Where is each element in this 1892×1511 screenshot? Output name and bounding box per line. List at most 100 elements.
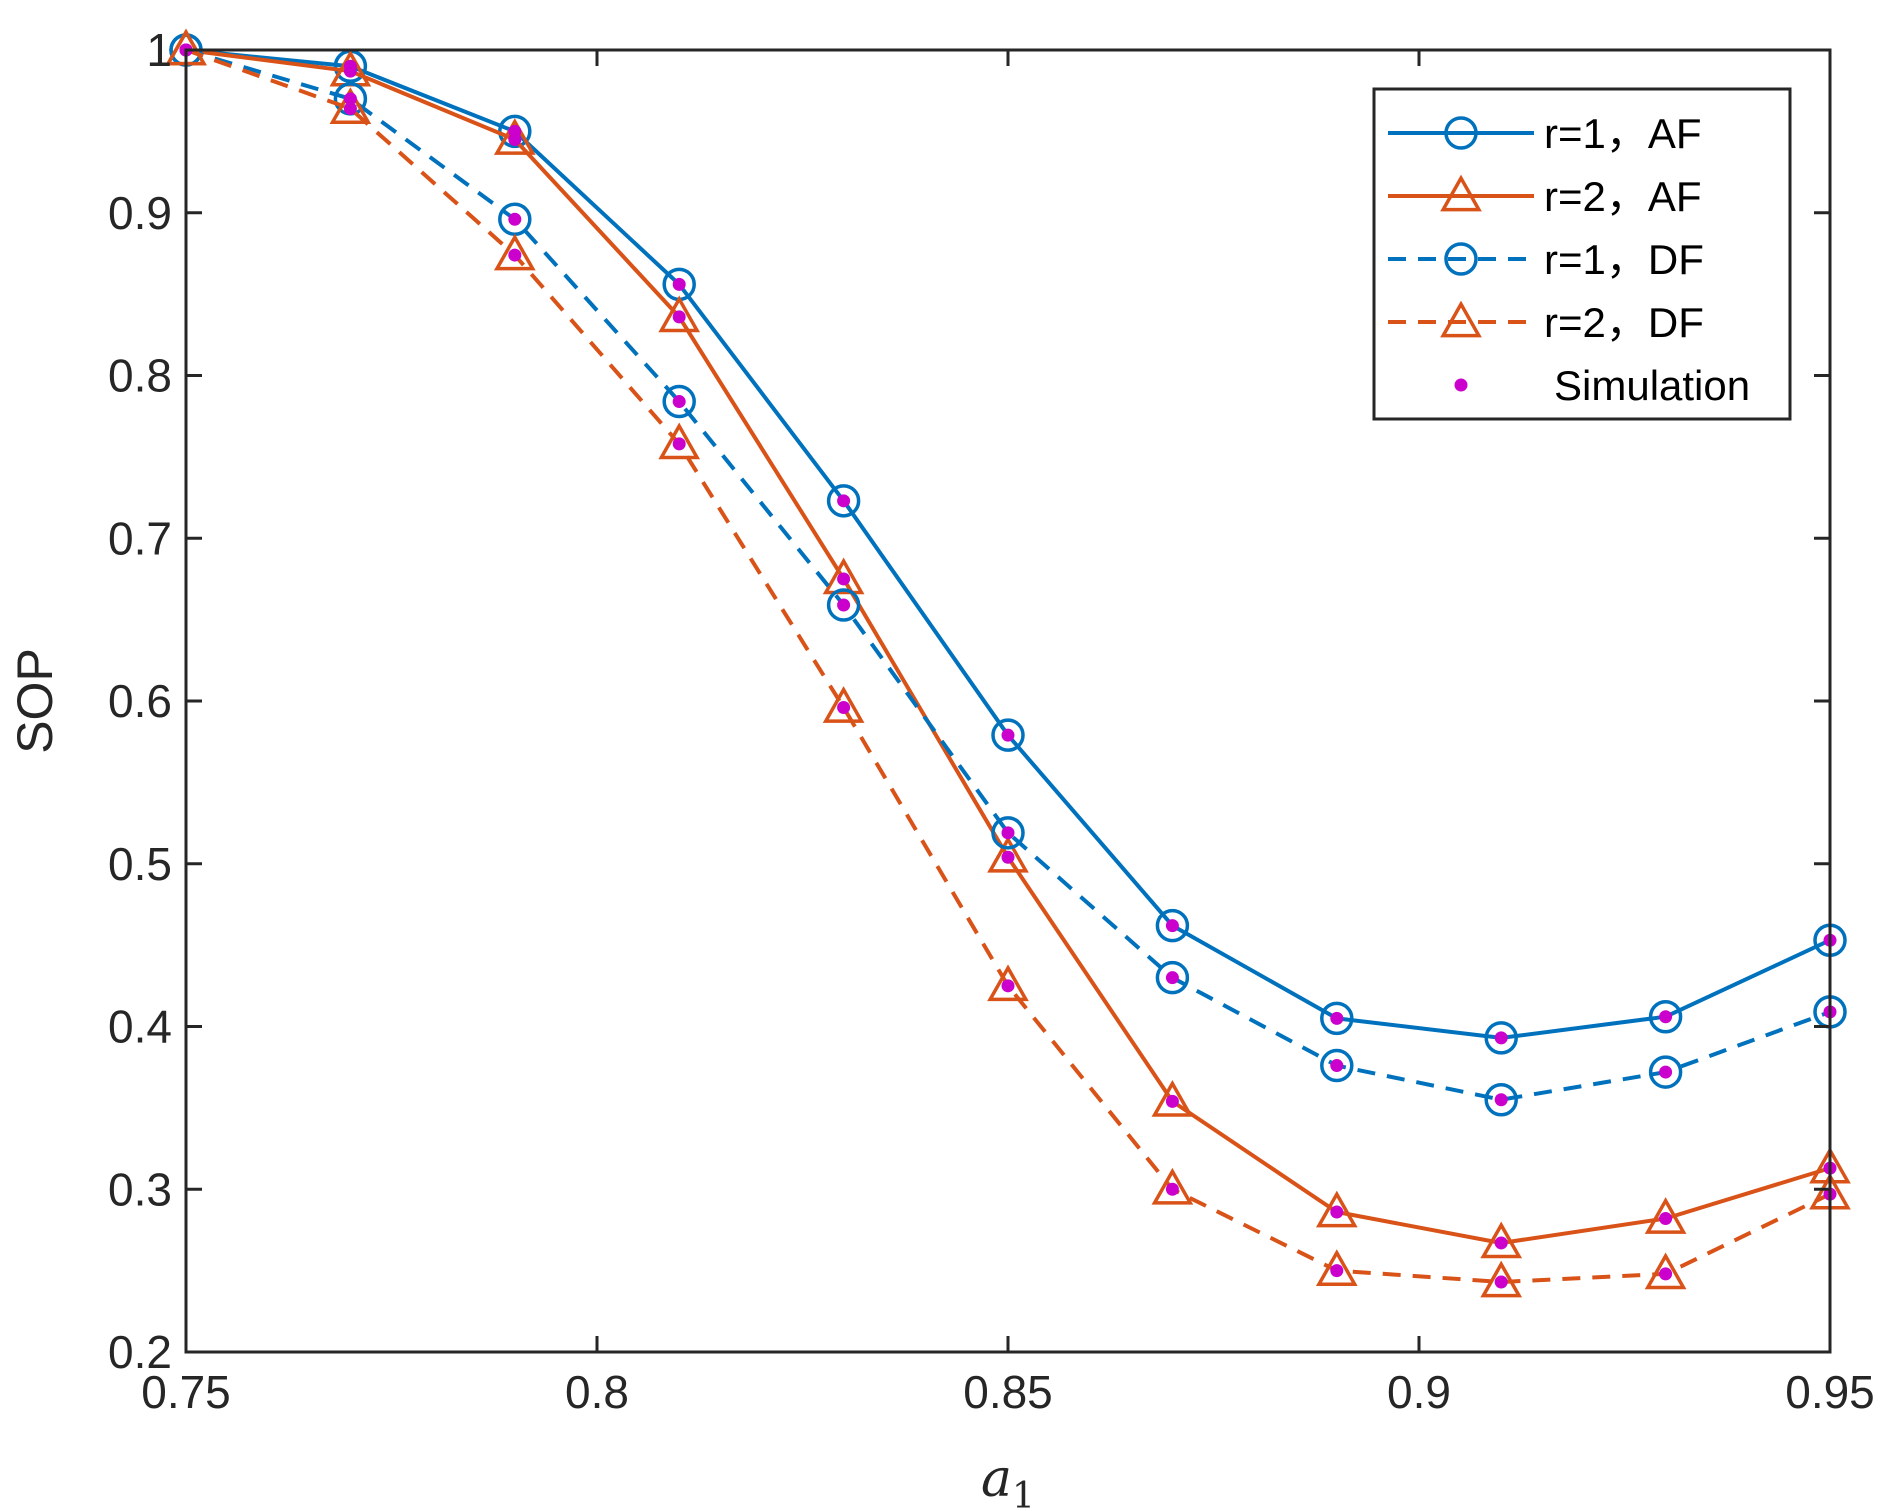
legend-label: r=1，AF [1544,110,1702,157]
series-marker-triangle [658,422,701,460]
series-marker-circle [1155,960,1190,995]
legend-marker-triangle [1440,300,1482,338]
y-tick-labels: 0.2 0.3 0.4 0.5 0.6 0.7 0.8 0.9 1 [108,24,172,1378]
legend-marker-circle [1444,242,1478,276]
simulation-point [1330,1264,1344,1278]
simulation-point [1659,1267,1673,1281]
simulation-point [343,64,357,78]
simulation-point [508,212,522,226]
simulation-point [1165,919,1179,933]
y-tick-label: 0.7 [108,512,172,564]
series-marker-triangle [822,686,865,723]
simulation-point [837,572,851,586]
simulation-point [837,494,851,508]
legend-marker-triangle [1440,174,1482,212]
series-marker-triangle [329,87,372,124]
series-marker-circle [1320,1048,1354,1083]
simulation-point [1001,979,1015,993]
simulation-point [1494,1031,1508,1045]
ticks-layer [184,48,1832,1354]
x-axis-title-subscript: 1 [1012,1476,1035,1511]
y-tick-label: 0.8 [108,350,172,402]
legend-item: r=1，DF [1388,236,1704,283]
simulation-point [1165,1094,1179,1108]
simulation-point [508,133,522,147]
simulation-point [1659,1065,1673,1079]
simulation-point [672,277,686,291]
simulation-point [1494,1236,1508,1250]
y-tick-label: 0.6 [108,675,172,727]
simulation-point [1165,1182,1179,1196]
legend-item: Simulation [1454,362,1750,409]
series-marker-triangle [493,233,536,271]
simulation-point [508,248,522,262]
series-marker-triangle [1151,1079,1194,1117]
legend-item: r=2，AF [1388,173,1702,220]
legend: r=1，AF r=2，AF r=1，DF r=2，DF Simulation [1372,87,1792,421]
y-tick-label: 1 [146,24,172,76]
legend-marker-dot [1454,378,1468,392]
legend-marker-circle [1444,116,1478,150]
series-marker-triangle [1315,1249,1358,1286]
x-tick-label: 0.75 [141,1366,231,1418]
series-marker-circle [1648,999,1683,1034]
simulation-point [672,437,686,451]
series-marker-triangle [987,964,1029,1002]
legend-item: r=2，DF [1388,299,1704,346]
simulation-point [1659,1212,1673,1226]
simulation-point [1330,1059,1344,1073]
series-marker-circle [991,718,1025,752]
legend-label: r=2，AF [1544,173,1702,220]
y-tick-label: 0.5 [108,838,172,890]
series-marker-triangle [822,557,865,595]
series-marker-triangle [493,118,536,155]
legend-item: r=1，AF [1388,110,1702,157]
series-marker-triangle [1315,1190,1358,1228]
series-marker-triangle [1480,1260,1523,1298]
simulation-point [1494,1093,1508,1107]
y-tick-label: 0.2 [108,1326,172,1378]
series-marker-triangle [987,835,1029,873]
series-marker-triangle [658,295,701,333]
simulation-point [1659,1010,1673,1024]
y-tick-label: 0.9 [108,187,172,239]
x-tick-label: 0.85 [963,1366,1053,1418]
series-marker-circle [1484,1082,1518,1117]
simulation-point [672,310,686,324]
series-marker-circle [662,384,696,419]
simulation-point [343,92,357,106]
x-tick-label: 0.9 [1387,1366,1451,1418]
x-tick-labels: 0.75 0.8 0.85 0.9 0.95 [141,1366,1875,1418]
x-axis-title: a1 [981,1449,1035,1511]
x-tick-label: 0.8 [565,1366,629,1418]
simulation-point [1330,1205,1344,1219]
simulation-point [1165,971,1179,985]
legend-label: r=2，DF [1544,299,1704,346]
y-tick-label: 0.3 [108,1163,172,1215]
y-axis-title: SOP [7,648,63,754]
series-marker-circle [1155,908,1190,943]
x-tick-label: 0.95 [1785,1366,1875,1418]
simulation-point [1001,728,1015,742]
series-marker-circle [826,588,861,622]
legend-box [1372,87,1792,421]
legend-label: Simulation [1554,362,1750,409]
simulation-point [1001,850,1015,864]
simulation-point [837,701,851,715]
series-marker-circle [991,816,1025,850]
series-4 [165,28,1851,1298]
legend-items: r=1，AF r=2，AF r=1，DF r=2，DF Simulation [1388,110,1750,409]
series-marker-triangle [1480,1221,1523,1259]
simulation-point [1494,1275,1508,1289]
series-marker-circle [826,484,861,518]
simulation-point [1330,1011,1344,1025]
y-tick-label: 0.4 [108,1001,172,1053]
simulation-point [343,102,357,116]
simulation-point [672,395,686,409]
series-marker-triangle [1644,1252,1687,1290]
series-line [185,48,1831,1102]
series-marker-triangle [1644,1197,1687,1234]
series-marker-circle [1320,1001,1354,1036]
